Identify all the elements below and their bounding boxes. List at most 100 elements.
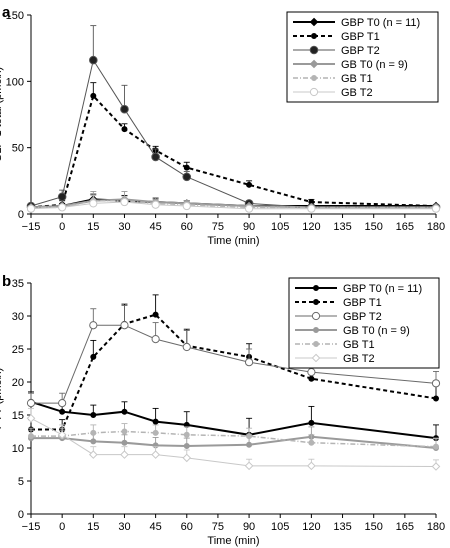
a-y-tick-label: 100 [6, 76, 24, 88]
a-legend-marker [309, 17, 319, 27]
a-legend-marker [310, 33, 317, 40]
a-legend-marker [309, 59, 319, 69]
a-x-tick-label: 15 [87, 221, 99, 233]
a-data-point [182, 172, 192, 182]
b-data-point [307, 461, 316, 471]
b-y-tick-label: 20 [12, 377, 24, 389]
a-x-tick-label: 135 [333, 221, 351, 233]
a-y-tick-label: 150 [6, 10, 24, 22]
a-legend-entry: GB T0 (n = 9) [341, 59, 408, 71]
b-data-point [431, 462, 441, 471]
a-legend-n-label: (n = 11) [380, 17, 420, 29]
b-data-point [431, 379, 441, 388]
b-data-point [90, 438, 97, 445]
b-y-tick-label: 5 [18, 476, 24, 488]
b-series-6 [26, 407, 441, 471]
b-x-tick-label: 0 [59, 521, 65, 533]
b-series-line [31, 313, 437, 431]
b-data-point [121, 428, 128, 435]
b-legend-n-label: (n = 9) [375, 325, 410, 337]
b-y-tick-label: 30 [12, 311, 24, 323]
b-data-point [432, 443, 439, 450]
b-data-point [89, 450, 98, 459]
a-x-tick-label: 150 [365, 221, 383, 233]
a-legend-entry: GB T2 [341, 87, 373, 99]
a-data-point [58, 203, 67, 212]
b-data-point [432, 395, 439, 402]
a-legend-series-name: GBP T0 [341, 17, 380, 29]
a-data-point [431, 204, 441, 213]
a-data-point [182, 201, 191, 211]
a-legend-series-name: GBP T1 [341, 31, 380, 43]
b-x-tick-label: 180 [427, 521, 445, 533]
b-legend-entry: GBP T0 (n = 11) [343, 283, 422, 295]
b-data-point [183, 443, 190, 450]
a-data-point [90, 92, 97, 99]
a-legend-entry: GBP T0 (n = 11) [341, 17, 420, 29]
a-x-tick-label: −15 [22, 221, 41, 233]
a-x-tick-label: 105 [271, 221, 289, 233]
a-data-point [151, 200, 160, 209]
b-legend-marker [311, 311, 321, 321]
a-data-point [26, 204, 36, 213]
b-data-point [89, 321, 98, 330]
b-legend-entry: GBP T1 [343, 297, 382, 309]
b-y-tick-label: 25 [12, 344, 24, 356]
b-legend-series-name: GBP T0 [343, 283, 382, 295]
b-y-axis-label: PYY (pmol/l) [0, 368, 4, 430]
a-x-tick-label: 180 [427, 221, 445, 233]
a-data-point [89, 55, 98, 65]
b-legend-series-name: GB T0 [343, 325, 375, 337]
b-data-point [59, 408, 66, 415]
b-x-tick-label: 135 [333, 521, 351, 533]
a-x-tick-label: 165 [396, 221, 414, 233]
b-legend-marker [312, 326, 319, 333]
b-data-point [151, 450, 160, 459]
b-data-point [246, 441, 253, 448]
a-data-point [244, 204, 254, 213]
a-data-point [307, 204, 316, 213]
b-series-5 [27, 423, 439, 450]
b-data-point [244, 358, 254, 367]
b-data-point [57, 430, 67, 440]
a-data-point [120, 104, 129, 114]
b-x-axis-label: Time (min) [207, 535, 259, 547]
b-legend-series-name: GBP T2 [343, 311, 382, 323]
b-data-point [121, 439, 128, 446]
b-data-point [182, 342, 191, 352]
b-legend-entry: GB T2 [343, 353, 375, 365]
b-data-point [308, 439, 315, 446]
b-x-tick-label: 165 [396, 521, 414, 533]
a-data-point [57, 192, 67, 202]
panel-letter-b: b [2, 273, 11, 290]
b-data-point [90, 429, 97, 436]
b-legend-series-name: GB T1 [343, 339, 375, 351]
b-data-point [58, 399, 67, 408]
b-data-point [152, 311, 159, 318]
b-y-tick-label: 15 [12, 410, 24, 422]
panel-letter-a: a [2, 4, 11, 21]
b-x-tick-label: 45 [149, 521, 161, 533]
b-x-tick-label: 30 [118, 521, 130, 533]
a-series-line [30, 93, 437, 209]
a-data-point [121, 126, 128, 133]
b-x-tick-label: 60 [181, 521, 193, 533]
a-legend-marker [309, 87, 319, 97]
b-data-point [120, 321, 129, 330]
b-data-point [152, 429, 159, 436]
a-legend-series-name: GB T1 [341, 73, 373, 85]
a-legend-n-label: (n = 9) [373, 59, 408, 71]
b-x-tick-label: 120 [302, 521, 320, 533]
b-legend-n-label: (n = 11) [382, 283, 422, 295]
a-x-tick-label: 0 [59, 221, 65, 233]
a-legend-entry: GBP T2 [341, 45, 380, 57]
a-data-point [89, 199, 98, 208]
b-data-point [26, 413, 36, 423]
a-legend-box [286, 11, 439, 103]
a-legend-marker [310, 75, 317, 82]
b-data-point [152, 418, 159, 425]
